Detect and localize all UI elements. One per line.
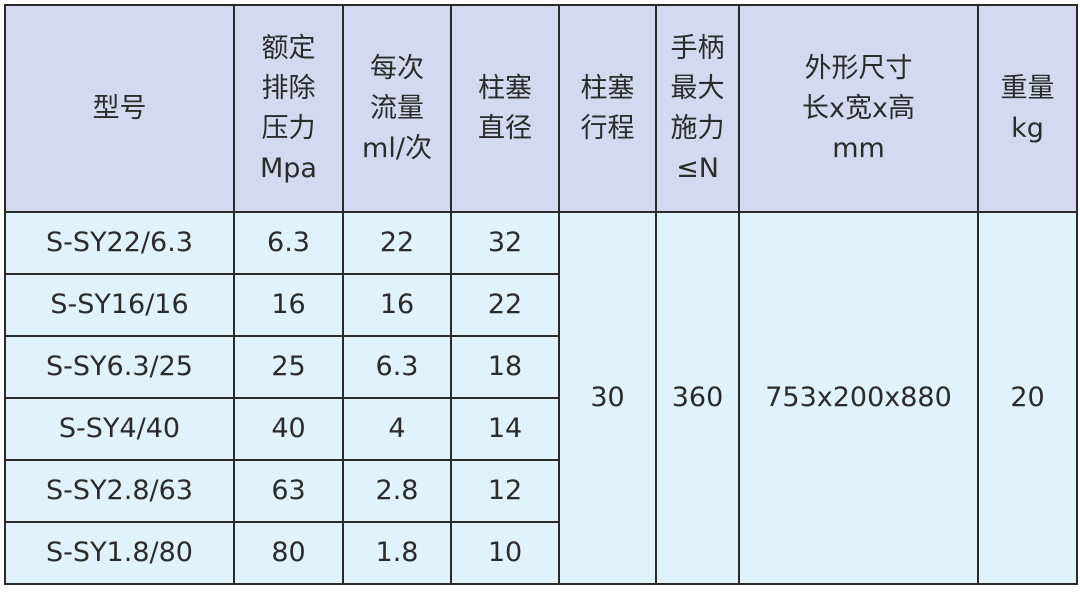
cell-flow-per-stroke: 1.8 xyxy=(342,521,452,585)
table-row: S-SY22/6.3 6.3 22 32 30 360 753x200x880 20 xyxy=(4,211,1078,585)
spec-table: 型号 额定 排除 压力 Mpa 每次 流量 ml/次 柱塞 直径 柱塞 行程 手柄 最大 施力 ≤N 外形尺寸长… xyxy=(4,4,1078,585)
header-max-handle-force: 手柄最大施力 ≤N xyxy=(655,4,740,213)
plunger-stroke-cell: 30 xyxy=(558,211,657,585)
table-row: S-SY4/40 40 4 14 xyxy=(4,397,1077,461)
cell-plunger-diameter: 22 xyxy=(450,273,560,337)
cell-rated-pressure: 25 xyxy=(233,335,344,399)
table-row: S-SY6.3/25 25 6.3 18 xyxy=(4,335,1077,399)
header-line: 施力 xyxy=(670,112,725,144)
table-row: S-SY16/16 16 16 22 xyxy=(4,273,1077,337)
cell-flow-per-stroke: 16 xyxy=(342,273,452,337)
header-line: 手柄 xyxy=(670,32,725,64)
max-force-cell: 360 xyxy=(655,211,740,585)
cell-plunger-diameter: 12 xyxy=(450,459,560,523)
header-line: 柱塞 xyxy=(580,72,635,104)
cell-rated-pressure: 63 xyxy=(233,459,344,523)
header-line: 型号 xyxy=(92,92,147,124)
header-dimensions: 外形尺寸长x宽x高 mm xyxy=(738,4,979,213)
header-line: Mpa xyxy=(260,152,317,184)
cell-rated-pressure: 6.3 xyxy=(233,211,344,275)
header-line: mm xyxy=(832,132,885,164)
table-row: S-SY1.8/80 80 1.8 10 xyxy=(4,521,1077,585)
cell-model: S-SY4/40 xyxy=(4,397,235,461)
cell-flow-per-stroke: 6.3 xyxy=(342,335,452,399)
header-line: 柱塞 xyxy=(478,72,532,104)
weight-cell: 20 xyxy=(977,211,1078,585)
header-model: 型号 xyxy=(4,4,235,213)
table-row: S-SY2.8/63 63 2.8 12 xyxy=(4,459,1077,523)
header-plunger-stroke: 柱塞 行程 xyxy=(558,4,657,213)
cell-model: S-SY1.8/80 xyxy=(4,521,235,585)
header-line: 排除 xyxy=(261,72,316,104)
cell-rated-pressure: 80 xyxy=(233,521,344,585)
cell-plunger-diameter: 14 xyxy=(450,397,560,461)
header-line: 额定 xyxy=(261,32,316,64)
cell-rated-pressure: 16 xyxy=(233,273,344,337)
cell-model: S-SY2.8/63 xyxy=(4,459,235,523)
cell-model: S-SY22/6.3 xyxy=(4,211,235,275)
cell-flow-per-stroke: 4 xyxy=(342,397,452,461)
cell-plunger-diameter: 18 xyxy=(450,335,560,399)
header-line: 行程 xyxy=(580,112,635,144)
cell-model: S-SY6.3/25 xyxy=(4,335,235,399)
header-line: 最大 xyxy=(670,72,725,104)
header-plunger-diameter: 柱塞 直径 xyxy=(450,4,560,213)
header-line: 压力 xyxy=(261,112,316,144)
cell-flow-per-stroke: 22 xyxy=(342,211,452,275)
cell-plunger-diameter: 32 xyxy=(450,211,560,275)
dimensions-cell: 753x200x880 xyxy=(738,211,979,585)
header-weight: 重量 kg xyxy=(977,4,1078,213)
header-row: 型号 额定 排除 压力 Mpa 每次 流量 ml/次 柱塞 直径 柱塞 行程 手柄 最大 施力 ≤N 外形尺寸长… xyxy=(4,4,1078,213)
header-line: 长x宽x高 xyxy=(802,92,915,124)
cell-flow-per-stroke: 2.8 xyxy=(342,459,452,523)
header-line: ml/次 xyxy=(362,132,432,164)
header-line: 每次 xyxy=(370,52,424,84)
header-rated-pressure: 额定排除压力 Mpa xyxy=(233,4,344,213)
header-line: 流量 xyxy=(370,92,424,124)
header-line: 外形尺寸 xyxy=(804,52,913,84)
cell-rated-pressure: 40 xyxy=(233,397,344,461)
header-line: 直径 xyxy=(478,112,532,144)
cell-plunger-diameter: 10 xyxy=(450,521,560,585)
header-flow-per-stroke: 每次流量 ml/次 xyxy=(342,4,452,213)
header-line: kg xyxy=(1011,112,1044,144)
header-line: ≤N xyxy=(676,152,719,184)
header-line: 重量 xyxy=(1000,72,1055,104)
cell-model: S-SY16/16 xyxy=(4,273,235,337)
